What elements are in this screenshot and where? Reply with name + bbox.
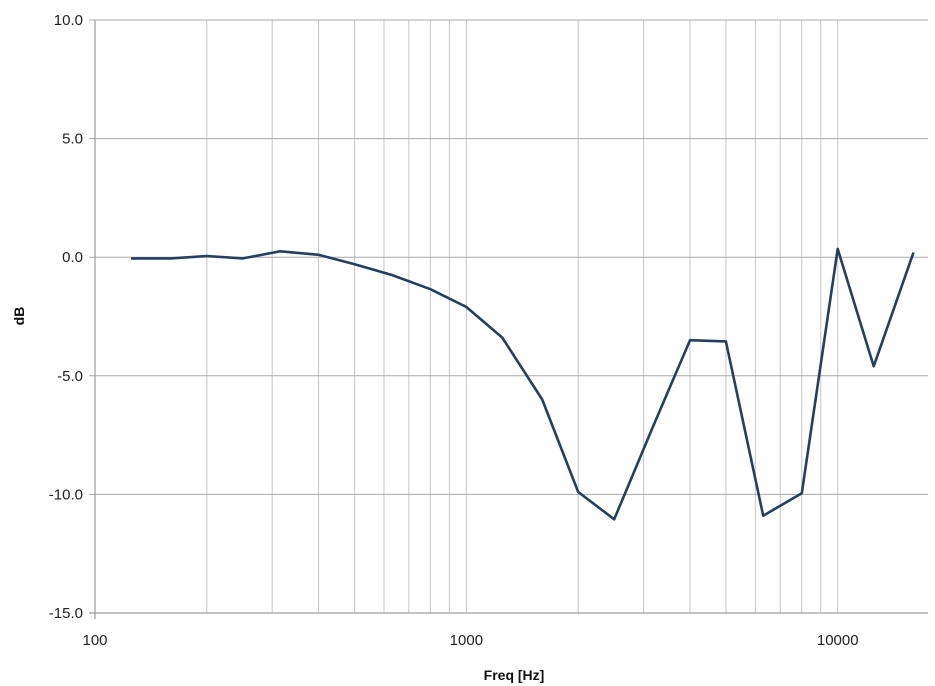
series-line (131, 247, 915, 521)
y-tick-label: -5.0 (57, 368, 83, 385)
x-tick-label: 1000 (450, 632, 483, 649)
tick-labels: 10.0 5.0 0.0 -5.0 -10.0 -15.0 100 1000 10000 (49, 12, 859, 649)
y-axis-title: dB (11, 307, 27, 326)
y-tick-label: -10.0 (49, 486, 83, 503)
x-tick-label: 100 (82, 632, 107, 649)
x-axis-title: Freq [Hz] (484, 667, 545, 683)
y-tick-label: 0.0 (62, 249, 83, 266)
y-tick-label: 10.0 (54, 12, 83, 29)
series-layer (131, 247, 915, 521)
y-tick-label: 5.0 (62, 131, 83, 148)
grid (89, 19, 928, 614)
y-tick-label: -15.0 (49, 605, 83, 622)
plot-frame (89, 20, 928, 619)
x-tick-label: 10000 (817, 632, 859, 649)
